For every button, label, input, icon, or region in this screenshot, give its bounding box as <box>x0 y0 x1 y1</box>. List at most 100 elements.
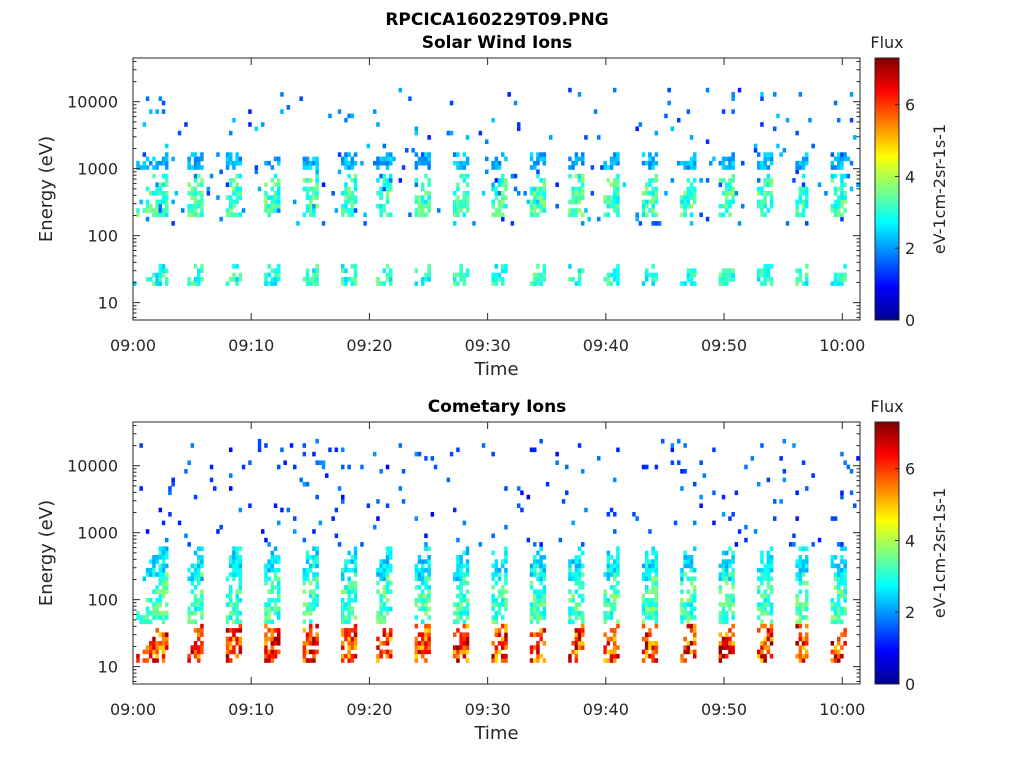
heatmap-cell <box>277 156 281 162</box>
heatmap-cell <box>165 143 169 149</box>
heatmap-cell <box>315 156 319 162</box>
heatmap-cell <box>750 456 755 461</box>
heatmap-cell <box>494 619 499 625</box>
heatmap-cell <box>574 632 579 637</box>
heatmap-cell <box>305 277 310 282</box>
heatmap-cell <box>305 559 310 564</box>
heatmap-cell <box>187 212 191 218</box>
heatmap-cell <box>491 186 495 192</box>
heatmap-cell <box>651 653 655 659</box>
heatmap-cell <box>389 272 393 278</box>
heatmap-cell <box>200 602 204 607</box>
heatmap-cell <box>347 641 351 646</box>
heatmap-cell <box>235 156 239 162</box>
colorbar-tick-marks <box>895 468 899 685</box>
heatmap-cell <box>795 160 799 166</box>
heatmap-cell <box>654 623 659 629</box>
heatmap-cell <box>459 555 463 560</box>
heatmap-cell <box>497 165 502 170</box>
heatmap-cell <box>837 563 841 569</box>
heatmap-cell <box>424 628 428 633</box>
heatmap-cell <box>843 199 847 205</box>
heatmap-cell <box>641 563 646 569</box>
heatmap-cell <box>347 199 351 205</box>
heatmap-cell <box>731 173 735 179</box>
heatmap-cell <box>744 537 748 543</box>
heatmap-cell <box>718 277 723 282</box>
heatmap-cell <box>165 212 169 218</box>
heatmap-cell <box>680 567 684 573</box>
heatmap-cell <box>837 542 841 547</box>
heatmap-cell <box>312 212 316 218</box>
heatmap-cell <box>501 268 505 273</box>
heatmap-cell <box>574 195 579 200</box>
heatmap-cell <box>728 576 732 582</box>
heatmap-cell <box>533 645 537 650</box>
x-tick-label: 10:00 <box>819 700 865 719</box>
heatmap-cell <box>494 628 499 633</box>
heatmap-cell <box>731 152 735 157</box>
heatmap-cell <box>853 135 857 140</box>
heatmap-cell <box>693 165 697 170</box>
heatmap-cell <box>689 641 694 646</box>
heatmap-cell <box>165 636 169 642</box>
heatmap-cell <box>200 277 204 282</box>
heatmap-cell <box>376 658 380 663</box>
heatmap-cell <box>382 572 387 577</box>
heatmap-cell <box>632 512 636 517</box>
heatmap-cell <box>542 178 547 183</box>
heatmap-cell <box>389 546 393 551</box>
heatmap-cell <box>491 585 495 590</box>
heatmap-cell <box>385 550 390 556</box>
solar-wind-xlabel: Time <box>473 359 518 380</box>
heatmap-cell <box>606 636 611 642</box>
heatmap-cell <box>347 165 351 170</box>
heatmap-cell <box>581 191 585 196</box>
heatmap-cell <box>491 160 495 166</box>
heatmap-cell <box>341 645 345 650</box>
heatmap-cell <box>414 126 419 132</box>
heatmap-cell <box>456 563 460 569</box>
heatmap-cell <box>785 221 790 226</box>
heatmap-cell <box>725 572 729 577</box>
heatmap-cell <box>232 160 236 166</box>
heatmap-cell <box>379 160 383 166</box>
heatmap-cell <box>273 268 278 273</box>
heatmap-cell <box>609 203 614 209</box>
heatmap-cell <box>680 602 684 607</box>
heatmap-cell <box>638 221 643 226</box>
heatmap-cell <box>152 610 156 616</box>
heatmap-cell <box>766 277 771 282</box>
heatmap-cell <box>462 593 467 599</box>
heatmap-cell <box>155 182 159 187</box>
heatmap-cell <box>606 199 611 205</box>
heatmap-cell <box>264 641 268 646</box>
heatmap-cell <box>238 598 243 603</box>
heatmap-cell <box>309 199 313 205</box>
x-tick-label: 09:20 <box>346 336 392 355</box>
heatmap-cell <box>414 658 419 663</box>
heatmap-cell <box>801 186 806 192</box>
heatmap-cell <box>229 130 233 136</box>
heatmap-cell <box>686 623 691 629</box>
heatmap-cell <box>459 572 463 577</box>
heatmap-cell <box>645 563 649 569</box>
heatmap-cell <box>264 576 268 582</box>
heatmap-cell <box>574 559 579 564</box>
heatmap-cell <box>766 636 771 642</box>
heatmap-cell <box>542 203 547 209</box>
heatmap-cell <box>609 272 614 278</box>
heatmap-cell <box>193 576 198 582</box>
heatmap-cell <box>389 212 393 218</box>
heatmap-cell <box>309 567 313 573</box>
heatmap-cell <box>161 191 166 196</box>
heatmap-cell <box>494 191 499 196</box>
heatmap-cell <box>376 499 380 504</box>
heatmap-cell <box>693 281 697 286</box>
heatmap-cell <box>238 580 243 586</box>
heatmap-cell <box>513 186 518 192</box>
heatmap-cell <box>142 619 147 625</box>
x-tick-label: 09:30 <box>465 700 511 719</box>
heatmap-cell <box>654 585 659 590</box>
heatmap-cell <box>606 610 611 616</box>
